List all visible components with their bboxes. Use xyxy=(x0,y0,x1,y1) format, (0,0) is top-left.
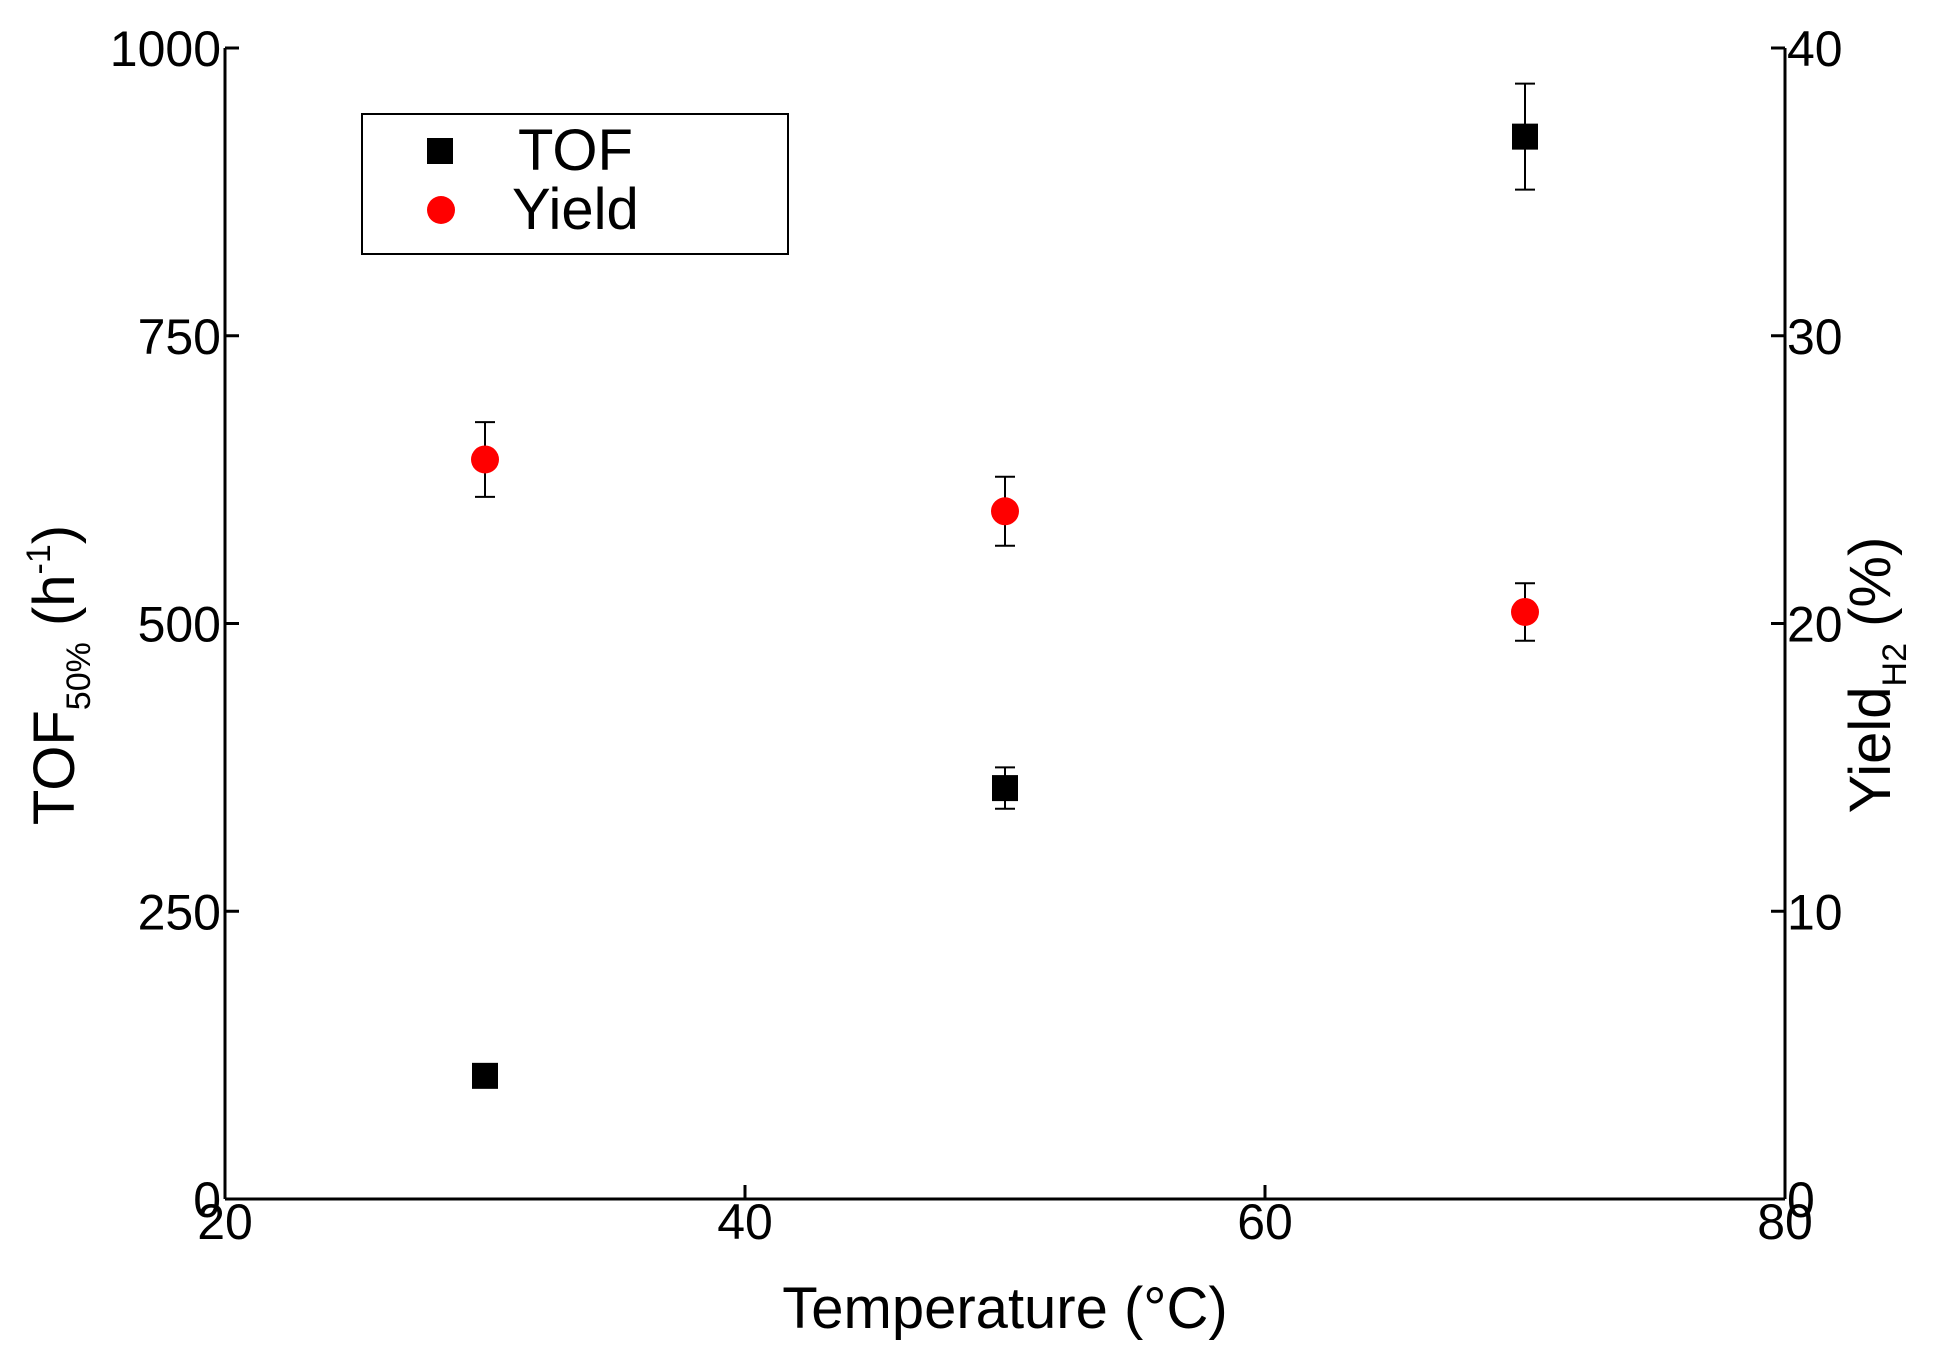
x-tick-label: 60 xyxy=(1237,1194,1293,1250)
y-tick-label: 0 xyxy=(193,1172,221,1228)
yield-point xyxy=(471,445,499,474)
x-tick-label: 40 xyxy=(717,1194,773,1250)
data-marks xyxy=(471,82,1539,1089)
y2-tick-label: 10 xyxy=(1787,884,1843,940)
tof-point xyxy=(472,1062,498,1089)
left-axis-title-unit-open: (h xyxy=(22,574,87,642)
y-tick-label: 250 xyxy=(138,884,221,940)
tof-point xyxy=(992,775,1018,802)
right-axis-title: YieldH2 (%) xyxy=(1838,537,1914,814)
tof-point xyxy=(1512,123,1538,150)
yield-point xyxy=(991,497,1019,526)
x-tick-label: 80 xyxy=(1757,1194,1813,1250)
legend-marker-tof xyxy=(427,138,453,164)
y-tick-label: 500 xyxy=(138,597,221,653)
left-axis-title-sup: -1 xyxy=(20,544,58,574)
x-tick-label: 20 xyxy=(197,1194,253,1250)
left-axis-title-unit-close: ) xyxy=(22,525,87,544)
left-axis-title-main: TOF xyxy=(22,710,87,825)
right-axis-title-unit: (%) xyxy=(1838,537,1903,643)
y-tick-label: 750 xyxy=(138,309,221,365)
legend-label-tof: TOF xyxy=(518,118,633,183)
y-tick-label: 1000 xyxy=(110,21,221,77)
y2-tick-label: 20 xyxy=(1787,597,1843,653)
x-axis-title: Temperature (°C) xyxy=(782,1276,1227,1341)
y2-tick-label: 40 xyxy=(1787,21,1843,77)
left-axis-title: TOF50% (h-1) xyxy=(20,525,98,825)
legend: TOF Yield xyxy=(361,113,789,255)
legend-marker-yield xyxy=(427,196,455,224)
y2-tick-label: 0 xyxy=(1787,1172,1815,1228)
y2-tick-label: 30 xyxy=(1787,309,1843,365)
left-axis-title-sub: 50% xyxy=(60,642,98,710)
yield-point xyxy=(1511,597,1539,626)
legend-box xyxy=(361,113,789,255)
legend-label-yield: Yield xyxy=(512,177,639,242)
right-axis-title-sub: H2 xyxy=(1876,643,1914,686)
right-axis-title-main: Yield xyxy=(1838,686,1903,813)
